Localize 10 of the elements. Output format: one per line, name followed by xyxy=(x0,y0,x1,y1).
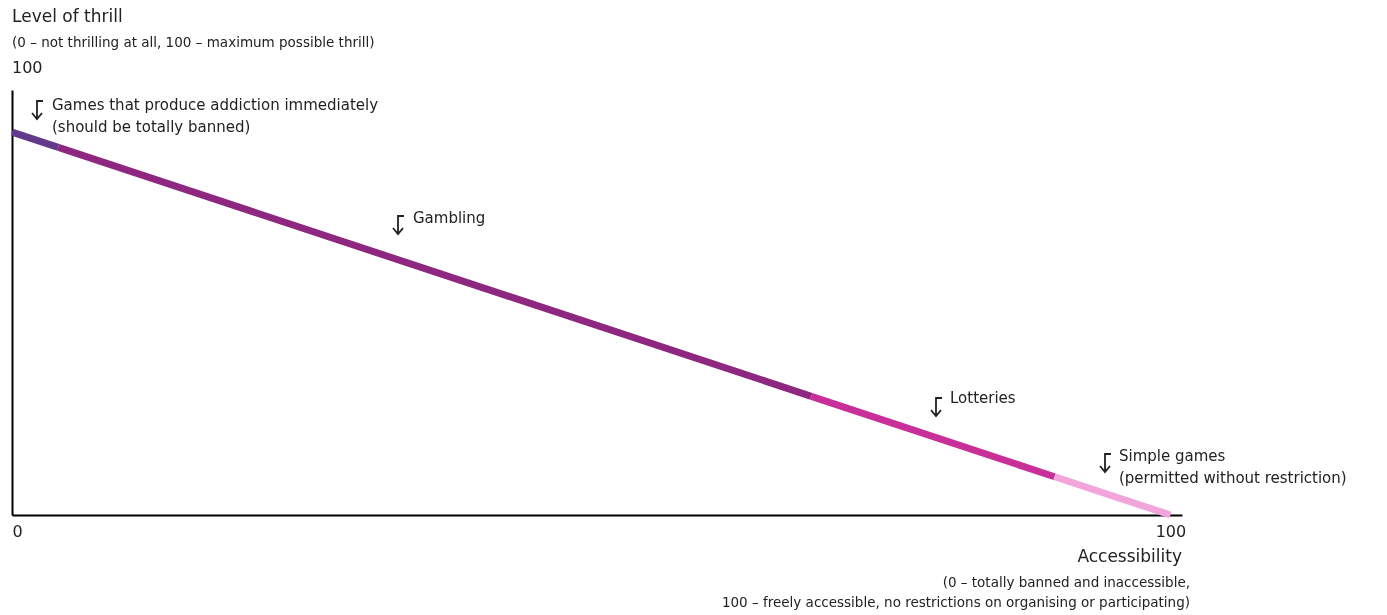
x-axis-title: Accessibility xyxy=(1077,546,1182,566)
text: Level of thrill xyxy=(12,6,123,26)
text: 100 xyxy=(12,58,43,77)
annotation: Gambling xyxy=(413,209,486,227)
x-tick-label: 0 xyxy=(12,521,23,541)
annotation: Lotteries xyxy=(950,389,1016,407)
annotation: Simple games (permitted without restriction) xyxy=(1119,446,1347,489)
annotation: Games that produce addiction immediately (should be totally banned) xyxy=(52,95,379,138)
text: (0 – not thrilling at all, 100 – maximum possible thrill) xyxy=(12,34,375,50)
text: (0 – totally banned and inaccessible, 100 – freely accessible, no restrictions on organising or participating) xyxy=(721,573,1190,612)
